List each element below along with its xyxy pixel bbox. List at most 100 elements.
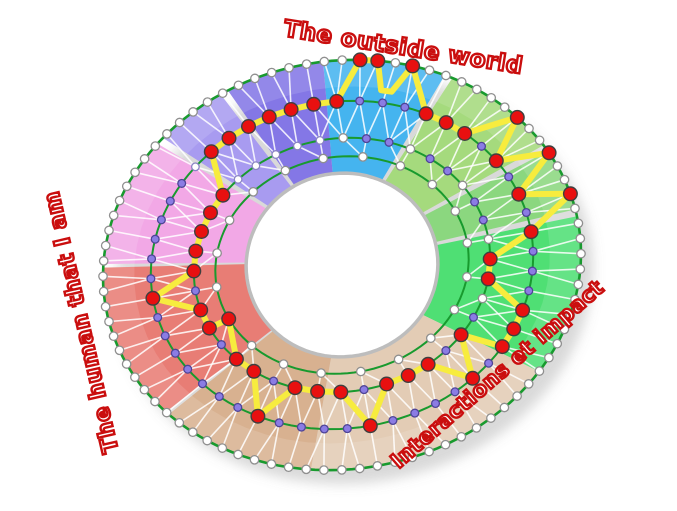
- node: [283, 101, 299, 117]
- ring-nodes: [98, 52, 586, 475]
- sector-blue: [323, 59, 445, 181]
- node: [215, 187, 231, 203]
- node: [121, 181, 132, 192]
- sector-purple-light: [162, 94, 292, 207]
- node: [233, 449, 243, 460]
- node: [482, 251, 498, 267]
- node: [284, 62, 294, 73]
- node: [512, 391, 522, 401]
- node: [150, 234, 160, 244]
- node: [246, 363, 262, 379]
- node: [441, 346, 451, 356]
- node: [186, 263, 202, 279]
- node: [261, 109, 277, 125]
- node: [524, 286, 534, 296]
- node: [100, 240, 111, 251]
- node: [494, 339, 510, 355]
- node: [319, 465, 329, 475]
- node: [278, 359, 289, 369]
- node: [462, 272, 472, 282]
- node: [337, 55, 348, 65]
- node: [453, 327, 469, 343]
- node: [420, 356, 436, 372]
- node: [541, 145, 557, 161]
- node: [153, 312, 163, 323]
- sector-salmon: [103, 264, 273, 412]
- node: [559, 174, 570, 185]
- node: [424, 65, 435, 76]
- node: [441, 70, 451, 81]
- node: [576, 248, 586, 259]
- node: [440, 439, 451, 450]
- node: [183, 364, 193, 374]
- node: [333, 384, 349, 400]
- node: [292, 141, 302, 151]
- node: [457, 125, 473, 141]
- node: [150, 141, 161, 151]
- node: [499, 102, 510, 113]
- node: [188, 243, 204, 259]
- node: [250, 73, 260, 84]
- node: [388, 415, 398, 426]
- node: [456, 431, 467, 442]
- node: [359, 385, 369, 395]
- node: [156, 215, 166, 225]
- node: [384, 137, 394, 147]
- node: [248, 186, 259, 197]
- node: [221, 130, 237, 146]
- node: [438, 115, 454, 131]
- node: [188, 107, 198, 117]
- node: [121, 359, 132, 369]
- node: [372, 461, 383, 471]
- node: [424, 446, 434, 457]
- node: [174, 417, 185, 428]
- node: [450, 206, 461, 216]
- node: [361, 134, 371, 144]
- node: [174, 117, 185, 128]
- wheel-hole: [244, 171, 440, 359]
- node: [390, 57, 401, 68]
- node: [390, 457, 400, 468]
- node: [165, 196, 175, 206]
- node: [355, 366, 366, 377]
- node: [170, 348, 180, 358]
- node: [562, 186, 578, 202]
- node: [336, 465, 347, 475]
- node: [108, 331, 119, 342]
- node: [240, 118, 256, 134]
- node: [211, 282, 222, 292]
- node: [147, 254, 157, 264]
- node: [318, 153, 329, 164]
- node: [233, 402, 243, 412]
- node: [160, 331, 170, 341]
- node: [486, 92, 497, 103]
- node: [418, 106, 434, 122]
- node: [483, 234, 494, 245]
- node: [98, 286, 109, 297]
- node: [410, 408, 420, 418]
- node: [449, 304, 460, 315]
- node: [271, 150, 281, 159]
- node: [187, 427, 198, 438]
- node: [354, 463, 365, 474]
- node: [515, 302, 531, 318]
- node: [202, 97, 213, 107]
- node: [266, 67, 277, 78]
- node: [197, 379, 208, 389]
- node: [457, 180, 468, 191]
- node: [425, 333, 436, 344]
- node: [407, 452, 418, 463]
- node: [104, 225, 114, 236]
- node: [266, 459, 277, 469]
- node: [468, 312, 479, 322]
- node: [509, 109, 525, 125]
- node: [310, 383, 326, 399]
- node: [528, 246, 538, 256]
- node: [544, 352, 554, 363]
- node: [534, 366, 545, 376]
- node: [246, 340, 257, 351]
- node: [316, 368, 326, 378]
- node: [212, 248, 222, 258]
- node: [395, 161, 406, 171]
- node: [570, 294, 580, 305]
